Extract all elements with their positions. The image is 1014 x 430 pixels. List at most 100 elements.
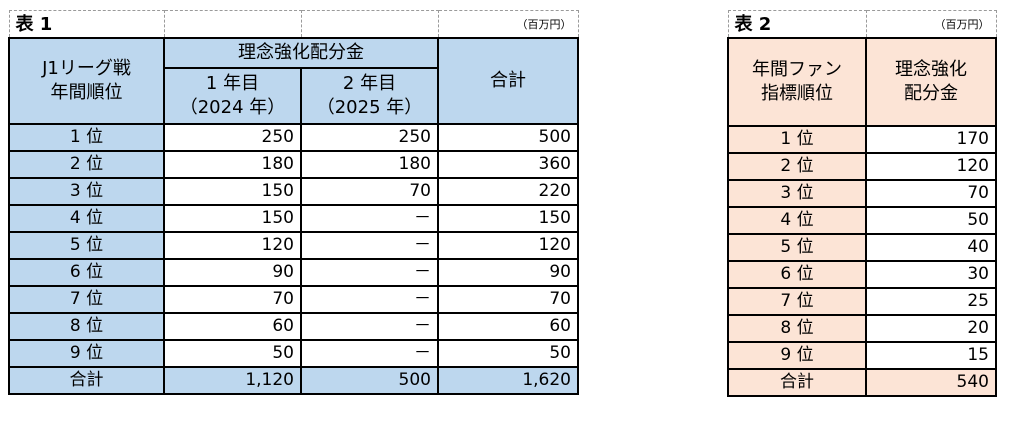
rank-header-line2: 年間順位 [50, 82, 123, 103]
amount-cell: 40 [865, 233, 997, 262]
table-row: 6 位 30 [727, 260, 997, 289]
table-1: 表 1 （百万円） J1リーグ戦 年間順位 理念強化配分金 合計 1 年目 （2… [8, 10, 579, 395]
year2-cell: － [300, 312, 439, 341]
table-row: 2 位 180 180 360 [8, 150, 579, 179]
table-row: 4 位 150 － 150 [8, 204, 579, 233]
table-row: 9 位 50 － 50 [8, 339, 579, 368]
year1-cell: 50 [163, 339, 302, 368]
year1-header-line2: （2024 年） [179, 96, 286, 118]
table-row: 4 位 50 [727, 206, 997, 235]
table-row: 8 位 20 [727, 314, 997, 343]
table-row: 2 位 120 [727, 152, 997, 181]
fan-rank-cell: 8 位 [727, 314, 867, 343]
total-cell: 220 [437, 177, 579, 206]
table-1-caption-row: 表 1 （百万円） [8, 10, 579, 39]
rank-header-line1: J1リーグ戦 [42, 58, 131, 79]
year2-cell: － [300, 204, 439, 233]
amount-cell: 25 [865, 287, 997, 316]
year2-cell: 70 [300, 177, 439, 206]
rank-cell: 8 位 [8, 312, 165, 341]
amount-header-line2: 配分金 [904, 83, 958, 104]
year1-cell: 90 [163, 258, 302, 287]
table-row: 1 位 170 [727, 125, 997, 154]
table-2-caption-row: 表 2 （百万円） [727, 10, 997, 39]
fan-rank-cell: 7 位 [727, 287, 867, 316]
rank-cell: 4 位 [8, 204, 165, 233]
table-2-caption: 表 2 [727, 10, 867, 39]
total-cell: 360 [437, 150, 579, 179]
year2-header-line1: 2 年目 [342, 72, 397, 94]
table-row: 5 位 120 － 120 [8, 231, 579, 260]
year2-cell: 180 [300, 150, 439, 179]
total-cell: 150 [437, 204, 579, 233]
amount-header-line1: 理念強化 [895, 59, 967, 80]
rank-cell: 7 位 [8, 285, 165, 314]
year1-cell: 250 [163, 123, 302, 152]
total-cell: 60 [437, 312, 579, 341]
amount-cell: 70 [865, 179, 997, 208]
fan-rank-header-line2: 指標順位 [761, 83, 833, 104]
rank-cell: 6 位 [8, 258, 165, 287]
table-row: 1 位 250 250 500 [8, 123, 579, 152]
year2-header-line2: （2025 年） [316, 96, 423, 118]
amount-cell: 50 [865, 206, 997, 235]
year2-header: 2 年目 （2025 年） [300, 66, 439, 126]
fan-rank-header-line1: 年間ファン [752, 59, 842, 80]
table-row: 9 位 15 [727, 341, 997, 370]
rank-cell: 2 位 [8, 150, 165, 179]
rank-cell: 1 位 [8, 123, 165, 152]
rank-cell: 3 位 [8, 177, 165, 206]
fan-rank-cell: 4 位 [727, 206, 867, 235]
year2-cell: － [300, 285, 439, 314]
fan-rank-header: 年間ファン 指標順位 [727, 37, 867, 127]
amount-cell: 15 [865, 341, 997, 370]
rank-cell: 9 位 [8, 339, 165, 368]
table-row: 7 位 25 [727, 287, 997, 316]
year2-cell: 250 [300, 123, 439, 152]
table-row: 3 位 150 70 220 [8, 177, 579, 206]
total-cell: 120 [437, 231, 579, 260]
total-cell: 70 [437, 285, 579, 314]
totals-row: 合計 540 [727, 368, 997, 397]
table-2-unit: （百万円） [865, 10, 997, 39]
total-cell: 500 [437, 123, 579, 152]
year2-cell: － [300, 231, 439, 260]
table-row: 5 位 40 [727, 233, 997, 262]
fan-rank-cell: 2 位 [727, 152, 867, 181]
year1-cell: 60 [163, 312, 302, 341]
total-cell: 50 [437, 339, 579, 368]
year1-cell: 150 [163, 177, 302, 206]
year1-cell: 120 [163, 231, 302, 260]
amount-header: 理念強化 配分金 [865, 37, 997, 127]
fan-rank-cell: 1 位 [727, 125, 867, 154]
table-row: 3 位 70 [727, 179, 997, 208]
amount-cell: 30 [865, 260, 997, 289]
year1-cell: 70 [163, 285, 302, 314]
totals-row: 合計 1,120 500 1,620 [8, 366, 579, 395]
totals-year1: 1,120 [163, 366, 302, 395]
table-1-header-row: J1リーグ戦 年間順位 理念強化配分金 合計 [8, 37, 579, 125]
total-cell: 90 [437, 258, 579, 287]
total-header: 合計 [437, 37, 579, 125]
table-row: 6 位 90 － 90 [8, 258, 579, 287]
table-1-subheader-row: 1 年目 （2024 年） 2 年目 （2025 年） [9, 66, 578, 126]
table-1-unit: （百万円） [437, 10, 579, 39]
table-row: 8 位 60 － 60 [8, 312, 579, 341]
empty-cell [163, 10, 302, 39]
fan-rank-cell: 9 位 [727, 341, 867, 370]
fan-rank-cell: 6 位 [727, 260, 867, 289]
totals-year2: 500 [300, 366, 439, 395]
year2-cell: － [300, 258, 439, 287]
amount-cell: 170 [865, 125, 997, 154]
totals-label: 合計 [727, 368, 867, 397]
table-1-caption: 表 1 [8, 10, 165, 39]
year2-cell: － [300, 339, 439, 368]
rank-header: J1リーグ戦 年間順位 [8, 37, 165, 125]
table-row: 7 位 70 － 70 [8, 285, 579, 314]
totals-total: 1,620 [437, 366, 579, 395]
table-2-header-row: 年間ファン 指標順位 理念強化 配分金 [727, 37, 997, 127]
year1-cell: 180 [163, 150, 302, 179]
amount-cell: 20 [865, 314, 997, 343]
year1-header: 1 年目 （2024 年） [163, 66, 302, 126]
